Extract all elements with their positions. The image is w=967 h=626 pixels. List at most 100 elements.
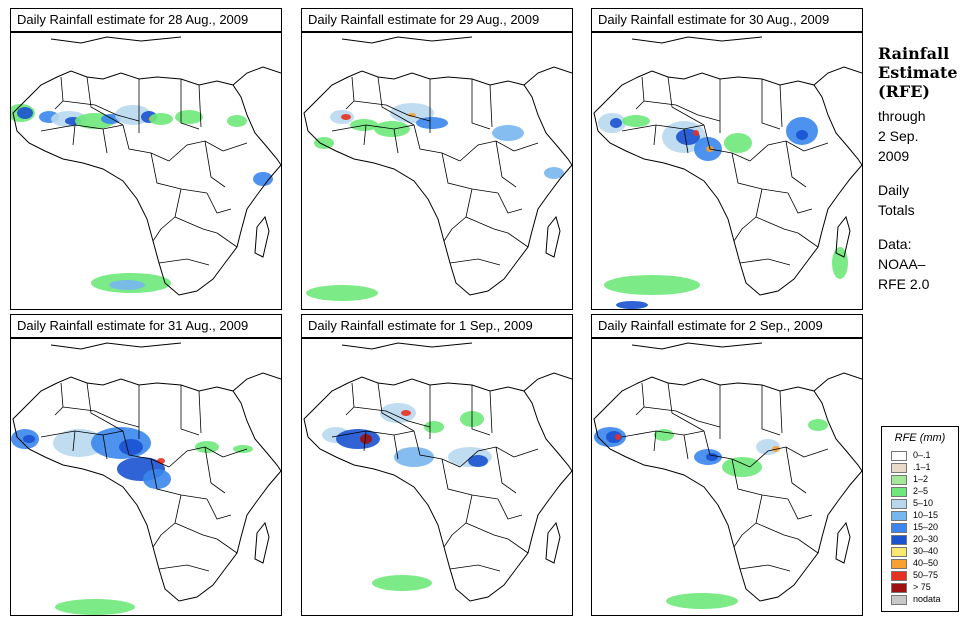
panel-1-sep: Daily Rainfall estimate for 1 Sep., 2009 [301,314,573,616]
panel-title: Daily Rainfall estimate for 29 Aug., 200… [301,8,573,32]
panel-title: Daily Rainfall estimate for 2 Sep., 2009 [591,314,863,338]
legend-label: .1–1 [913,462,931,472]
legend-label: 50–75 [913,570,939,580]
border-line [621,124,705,132]
main-title-line-2: Estimate [878,63,958,82]
rain-cell [544,167,564,179]
border-line [513,142,539,152]
africa-coastline [12,70,281,296]
legend-label: 0–.1 [913,450,931,460]
border-line [465,494,509,540]
rain-cell [115,105,151,125]
border-line [621,430,705,438]
rain-cell [424,421,444,433]
legend-label: 10–15 [913,510,939,520]
legend-item: nodata [891,594,957,605]
country-borders [40,382,248,572]
source-line-2: RFE 2.0 [878,276,930,292]
madagascar-outline [254,521,270,564]
border-line [152,216,176,242]
rainfall-map [591,338,863,616]
rainfall-map [301,32,573,310]
rain-cell [109,280,145,290]
border-line [331,430,415,438]
border-line [441,458,499,500]
legend-label: > 75 [913,582,931,592]
rain-cell [706,453,718,461]
rain-cell [622,115,650,127]
rainfall-field [306,103,564,301]
through-label: through [878,108,926,124]
border-line [62,100,140,122]
rain-cell [53,429,105,457]
border-line [643,100,721,122]
border-line [739,258,791,266]
border-line [703,430,751,468]
rain-cell [314,137,334,149]
legend-swatch [891,499,907,509]
legend-swatch [891,463,907,473]
legend-item: .1–1 [891,462,957,473]
africa-coastline [303,376,572,602]
rainfall-map [10,338,282,616]
border-line [495,140,517,188]
panel-title: Daily Rainfall estimate for 1 Sep., 2009 [301,314,573,338]
madagascar-outline [254,215,270,258]
panel-28-aug: Daily Rainfall estimate for 28 Aug., 200… [10,8,282,310]
border-line [206,192,232,214]
border-line [345,382,355,416]
border-line [497,498,523,520]
border-line [803,142,829,152]
rain-cell [306,285,378,301]
border-line [102,434,108,460]
border-line [331,124,415,132]
europe-coast [341,36,473,44]
border-line [449,258,501,266]
rain-cell [233,445,253,453]
rain-cell [372,575,432,591]
border-line [216,232,238,248]
legend-label: 5–10 [913,498,934,508]
legend-label: 1–2 [913,474,929,484]
legend-label: 20–30 [913,534,939,544]
rainfall-field [11,104,273,293]
rain-cell [615,434,621,440]
legend-swatch [891,571,907,581]
main-title-line-1: Rainfall [878,44,950,63]
rain-cell [175,110,203,124]
border-line [787,192,813,214]
rain-cell [227,115,247,127]
border-line [761,385,781,436]
rain-cell [808,419,828,431]
africa-coastline [593,70,862,296]
border-line [122,124,170,162]
border-line [363,430,367,452]
border-line [507,538,529,554]
rain-cell [360,434,372,444]
legend-label: 40–50 [913,558,939,568]
africa-coastline [12,376,281,602]
side-description: Rainfall Estimate (RFE) through 2 Sep. 2… [878,44,966,294]
rainfall-field [322,403,492,591]
border-line [443,216,467,242]
border-line [413,430,461,468]
border-line [54,76,64,110]
arabia-coast [813,66,862,86]
border-line [513,448,539,458]
legend-swatch [891,595,907,605]
rain-cell [722,457,762,477]
border-line [152,522,176,548]
legend-swatch [891,583,907,593]
border-line [393,128,399,154]
rain-cell [468,455,488,467]
border-line [495,446,517,494]
country-borders [331,382,539,572]
end-date-line-2: 2009 [878,148,910,164]
border-line [497,192,523,214]
madagascar-outline [545,215,561,258]
legend-swatch [891,451,907,461]
madagascar-outline [835,521,851,564]
rain-cell [143,469,171,489]
main-title-line-3: (RFE) [878,82,930,101]
border-line [206,498,232,520]
